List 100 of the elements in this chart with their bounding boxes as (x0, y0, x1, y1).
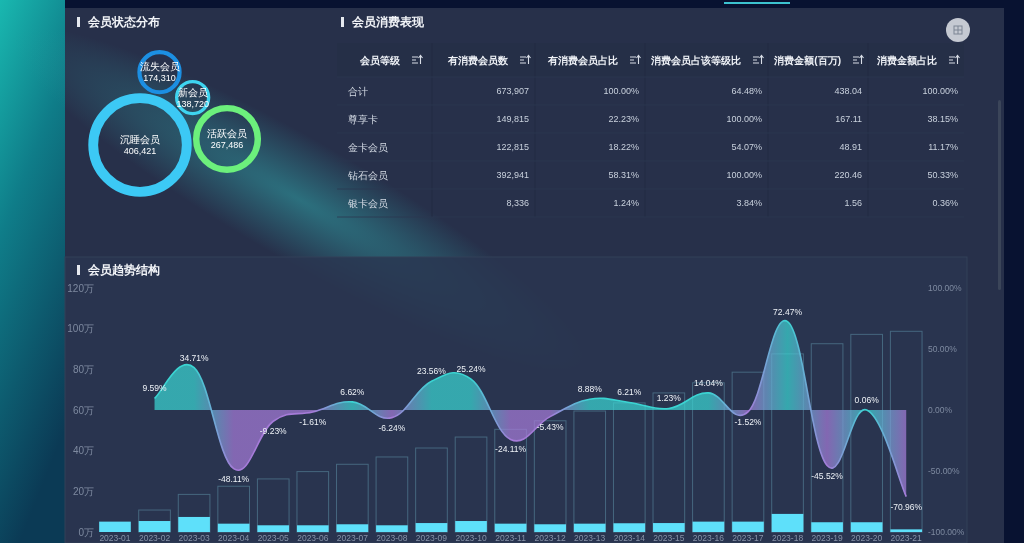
bar (138, 509, 171, 533)
data-label: 406,421 (123, 146, 157, 156)
x-tick-label: 2023-14 (613, 533, 646, 543)
table-cell: 58.31% (608, 170, 639, 180)
bar (533, 420, 567, 533)
table-cell: 167.11 (835, 114, 862, 124)
data-label: -5.43% (536, 421, 565, 432)
bar (415, 523, 448, 532)
x-tick-label: 2023-11 (495, 533, 527, 543)
x-tick-label: 2023-02 (138, 533, 171, 543)
bar (890, 529, 923, 532)
y-tick-label: 120万 (67, 282, 94, 294)
data-label: 14.04% (693, 377, 724, 388)
column-header: 会员等级 (360, 54, 400, 66)
table-cell: 100.00% (726, 114, 762, 124)
y-tick-label: 60万 (72, 404, 94, 416)
table-cell: 38.15% (927, 114, 958, 124)
row-header: 银卡会员 (348, 197, 388, 209)
category-label: 沉睡会员 (120, 134, 160, 145)
bar (613, 523, 646, 532)
data-label: 8.88% (577, 384, 603, 395)
x-tick-label: 2023-18 (771, 533, 804, 543)
y-tick-label: 100万 (67, 323, 94, 335)
chart-title: 会员趋势结构 (87, 263, 160, 277)
bar (573, 523, 606, 532)
data-label: 23.56% (417, 366, 447, 377)
table-cell: 438.04 (834, 86, 862, 96)
column-header: 消费金额占比 (877, 54, 937, 66)
row-header: 合计 (348, 85, 368, 97)
table-cell: 1.24% (613, 198, 639, 208)
table-cell: 50.33% (927, 170, 958, 180)
table-cell: 392,941 (496, 170, 529, 180)
data-label: -1.52% (734, 416, 762, 427)
bar (177, 493, 211, 533)
row-header: 金卡会员 (348, 141, 388, 153)
table-cell: 100.00% (922, 86, 958, 96)
table-cell: 54.07% (731, 142, 762, 152)
bar (653, 523, 685, 532)
x-tick-label: 2023-21 (890, 533, 923, 543)
table-cell: 100.00% (726, 170, 762, 180)
table-cell: 48.91 (839, 142, 862, 152)
x-tick-label: 2023-01 (99, 533, 131, 543)
data-label: 25.24% (456, 364, 486, 375)
bar (494, 523, 527, 532)
column-header: 有消费会员占比 (548, 54, 618, 66)
bar (138, 521, 171, 532)
bar (850, 333, 883, 533)
bar (573, 410, 607, 533)
table-cell: 1.56 (844, 198, 862, 208)
table-cell: 18.22% (608, 142, 639, 152)
x-tick-label: 2023-06 (297, 533, 329, 543)
bar (692, 382, 725, 533)
data-label: 1.23% (656, 393, 682, 404)
bar (99, 521, 131, 532)
data-label: 72.47% (773, 306, 803, 317)
y-tick-label: 80万 (72, 363, 94, 375)
table-cell: 3.84% (736, 198, 762, 208)
table-cell: 11.17% (928, 142, 958, 152)
column-header: 消费会员占该等级比 (651, 54, 741, 66)
table-cell: 0.36% (932, 198, 958, 208)
data-label: -6.24% (378, 422, 406, 433)
y-tick-label: 40万 (72, 445, 94, 457)
data-label: 6.21% (617, 387, 642, 398)
bar (889, 330, 923, 533)
bar (257, 525, 290, 532)
y-tick-label: 0万 (78, 526, 94, 538)
bar (256, 478, 290, 533)
y2-tick-label: -100.00% (928, 527, 965, 537)
bar (336, 524, 369, 532)
x-tick-label: 2023-03 (178, 533, 210, 543)
table-cell: 220.46 (834, 170, 862, 180)
x-tick-label: 2023-05 (257, 533, 290, 543)
y2-tick-label: -50.00% (928, 466, 961, 476)
data-label: -45.52% (811, 470, 844, 481)
x-tick-label: 2023-19 (811, 533, 843, 543)
x-tick-label: 2023-17 (732, 533, 764, 543)
data-label: 6.62% (340, 386, 365, 397)
text: 会员状态分布 (87, 15, 160, 29)
y-tick-label: 20万 (72, 485, 94, 497)
bar (376, 525, 408, 532)
y2-tick-label: 100.00% (928, 283, 962, 293)
table-cell: 8,336 (506, 198, 529, 208)
table-cell: 100.00% (603, 86, 639, 96)
data-label: -1.61% (299, 416, 327, 427)
bar (296, 471, 330, 533)
x-tick-label: 2023-13 (574, 533, 606, 543)
y2-tick-label: 50.00% (928, 344, 958, 354)
bar (217, 485, 250, 533)
bar (850, 522, 883, 532)
row-header: 钻石会员 (348, 169, 388, 181)
category-label: 活跃会员 (207, 127, 248, 139)
data-label: 174,310 (143, 73, 176, 84)
x-tick-label: 2023-07 (336, 533, 369, 543)
x-tick-label: 2023-12 (534, 533, 567, 543)
bar (375, 456, 409, 533)
table-cell: 64.48% (731, 86, 762, 96)
bar (455, 521, 487, 532)
bar (178, 516, 210, 532)
bar (296, 525, 329, 532)
bar (336, 463, 369, 533)
